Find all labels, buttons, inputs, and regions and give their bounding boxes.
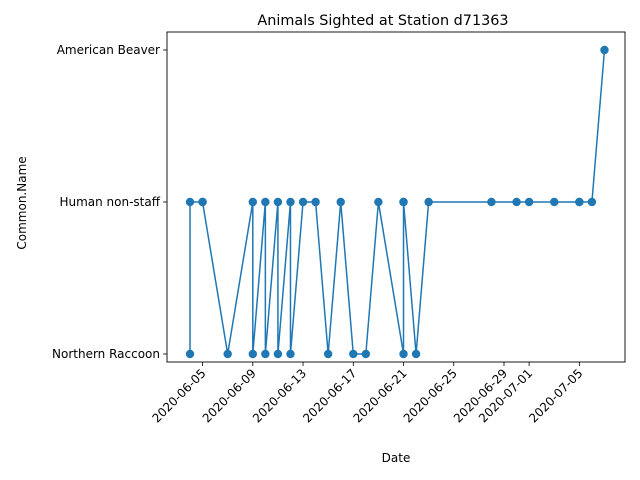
- data-point: [512, 197, 521, 207]
- data-point: [311, 197, 320, 207]
- data-point: [323, 349, 333, 359]
- data-point: [374, 197, 383, 207]
- axes-frame: [166, 31, 626, 363]
- data-point: [286, 349, 295, 359]
- data-point: [587, 197, 597, 207]
- y-tick-label: Human non-staff: [59, 195, 160, 209]
- data-point: [273, 349, 283, 359]
- data-point: [399, 349, 408, 359]
- data-point: [424, 197, 433, 207]
- x-axis-label: Date: [382, 451, 411, 465]
- data-point: [575, 197, 584, 207]
- data-point: [336, 197, 345, 207]
- data-point: [198, 197, 207, 207]
- data-point: [550, 197, 559, 207]
- data-point: [349, 349, 358, 359]
- chart-title: Animals Sighted at Station d71363: [257, 13, 508, 29]
- y-tick-label: American Beaver: [57, 43, 160, 57]
- data-point: [185, 349, 195, 359]
- data-point: [411, 349, 421, 359]
- data-point: [487, 197, 496, 207]
- data-point: [185, 197, 195, 207]
- data-point: [273, 197, 283, 207]
- data-point: [298, 197, 308, 207]
- data-point: [223, 349, 232, 359]
- plot-area: [185, 45, 609, 359]
- data-point: [261, 349, 270, 359]
- data-point: [248, 349, 257, 359]
- data-point: [248, 197, 257, 207]
- data-point: [600, 45, 609, 55]
- data-point: [261, 197, 270, 207]
- y-tick-label: Northern Raccoon: [52, 347, 160, 361]
- data-point: [361, 349, 371, 359]
- data-point: [524, 197, 534, 207]
- data-point: [399, 197, 408, 207]
- y-axis-label: Common.Name: [15, 156, 29, 249]
- data-point: [286, 197, 295, 207]
